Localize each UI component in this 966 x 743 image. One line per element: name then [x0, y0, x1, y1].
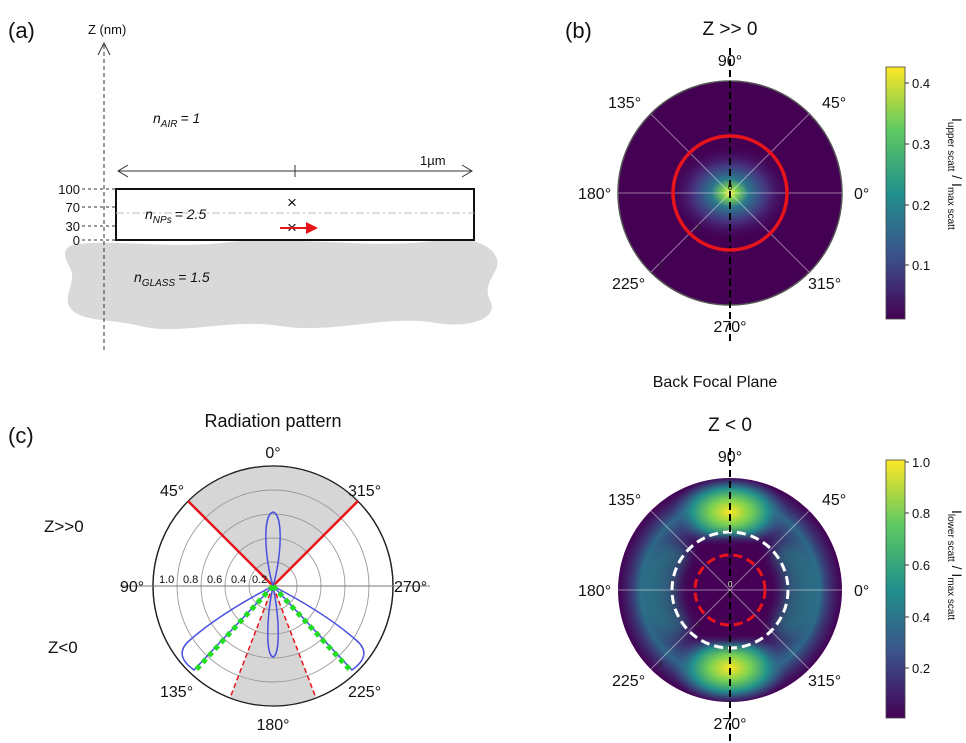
- top-map-title: Z >> 0: [703, 19, 758, 40]
- n-glass-label: nGLASS = 1.5: [134, 269, 210, 289]
- lower-cone-left: [229, 585, 274, 699]
- upper-grey-sector: [188, 465, 358, 586]
- zone-label-top: Z>>0: [44, 517, 84, 536]
- radial-tick: 1.0: [159, 574, 174, 586]
- scale-bar-arrows: [117, 164, 473, 178]
- angle-label: 45°: [160, 483, 184, 500]
- top-inner-tick: 0: [728, 183, 733, 192]
- upper-lobe: [265, 511, 281, 589]
- angle-label: 45°: [822, 95, 846, 112]
- zone-label-bottom: Z<0: [48, 638, 78, 657]
- angle-label: 180°: [578, 583, 611, 600]
- colorbar-tick: 0.8: [912, 506, 930, 521]
- bottom-colorbar-label: Ilower scatt / Imax scatt: [945, 510, 965, 620]
- bottom-inner-tick: 0: [728, 580, 733, 589]
- panel-b: (b) Z >> 0 0 .4 .2 90° 45° 0° 315°: [565, 18, 965, 743]
- radial-tick: 0.4: [231, 574, 246, 586]
- bottom-map-grid: [618, 510, 842, 670]
- colorbar-tick: 0.3: [912, 137, 930, 152]
- radiation-pattern-title: Radiation pattern: [204, 411, 341, 431]
- bottom-map-red-circle: [693, 553, 767, 627]
- top-map-angle-labels: 90° 45° 0° 315° 270° 225° 180° 135°: [578, 53, 869, 336]
- bottom-bfp-map: 0 .4 .2: [618, 448, 842, 743]
- z-tick: 100: [58, 182, 80, 197]
- colorbar-tick: 0.1: [912, 258, 930, 273]
- angle-label: 90°: [718, 53, 742, 70]
- angle-label: 225°: [612, 276, 645, 293]
- lower-lobe: [267, 585, 279, 658]
- angle-label: 315°: [348, 483, 381, 500]
- z-ticks: 100 70 30 0: [58, 182, 116, 248]
- glass-substrate: [65, 239, 498, 330]
- radial-tick: 0.8: [183, 574, 198, 586]
- np-layer: [115, 188, 475, 241]
- angle-label: 0°: [854, 186, 869, 203]
- lower-grey-sector: [230, 586, 316, 706]
- colorbar-tick: 0.2: [912, 661, 930, 676]
- angle-label: 225°: [612, 673, 645, 690]
- bottom-inner-tick: .4: [694, 620, 701, 629]
- angle-label: 315°: [808, 276, 841, 293]
- bottom-map-title: Z < 0: [708, 415, 752, 436]
- upper-cone-left: [187, 500, 274, 587]
- top-colorbar-label: Iupper scatt / Imax scatt: [945, 118, 965, 230]
- z-tick: 0: [73, 233, 80, 248]
- colorbar-tick: 0.6: [912, 558, 930, 573]
- angle-label: 315°: [808, 673, 841, 690]
- top-bfp-map: 0 .4 .2: [617, 48, 843, 342]
- dipole-arrowhead: [306, 222, 318, 234]
- upper-cone-right: [272, 500, 359, 587]
- angle-label: 90°: [718, 449, 742, 466]
- angle-label: 0°: [265, 445, 280, 462]
- top-colorbar: 0.4 0.3 0.2 0.1 Iupper scatt / Imax scat…: [885, 66, 965, 320]
- colorbar-tick: 0.4: [912, 76, 930, 91]
- panel-b-label: (b): [565, 18, 592, 43]
- angle-label: 90°: [120, 579, 144, 596]
- z-tick: 70: [66, 200, 80, 215]
- lower-cone-right: [272, 585, 317, 699]
- colorbar-tick: 0.2: [912, 198, 930, 213]
- angle-label: 135°: [160, 684, 193, 701]
- angle-label: 0°: [854, 583, 869, 600]
- top-map-red-circle: [671, 134, 789, 252]
- green-dotted-left: [192, 584, 275, 674]
- bfp-caption: Back Focal Plane: [653, 374, 778, 391]
- radial-tick: 0.6: [207, 574, 222, 586]
- angle-label: 135°: [608, 95, 641, 112]
- angle-label: 180°: [578, 186, 611, 203]
- bottom-inner-tick: .2: [656, 660, 663, 669]
- angle-label: 270°: [394, 579, 427, 596]
- scale-bar-label: 1µm: [420, 153, 446, 168]
- angle-label: 135°: [608, 492, 641, 509]
- angle-label: 180°: [256, 717, 289, 734]
- angle-label: 225°: [348, 684, 381, 701]
- angle-label: 270°: [713, 716, 746, 733]
- radiation-angle-labels: 0° 315° 270° 225° 180° 135° 90° 45°: [120, 445, 427, 734]
- dipole-position-upper: ×: [287, 193, 297, 212]
- top-inner-tick: .2: [656, 261, 663, 270]
- n-nps-label: nNPs = 2.5: [145, 206, 206, 226]
- radial-tick: 0.2: [252, 574, 267, 586]
- colorbar-tick: 1.0: [912, 455, 930, 470]
- panel-a-label: (a): [8, 18, 35, 43]
- z-axis-arrowhead: [97, 41, 111, 56]
- bottom-colorbar: 1.0 0.8 0.6 0.4 0.2 Ilower scatt / Imax …: [885, 455, 965, 719]
- panel-a: (a) Z (nm) 100 70 30 0 1µm × ×: [8, 18, 498, 352]
- panel-c-label: (c): [8, 423, 34, 448]
- z-axis-label: Z (nm): [88, 22, 126, 37]
- angle-label: 270°: [713, 319, 746, 336]
- n-air-label: nAIR = 1: [153, 110, 200, 130]
- radial-tick-labels: 1.0 0.8 0.6 0.4 0.2: [159, 574, 267, 586]
- critical-angle-lobes: [181, 585, 365, 671]
- top-inner-tick: .4: [694, 223, 701, 232]
- angle-label: 45°: [822, 492, 846, 509]
- z-tick: 30: [66, 219, 80, 234]
- panel-c: (c) Radiation pattern: [8, 411, 430, 734]
- radiation-polar-plot: 1.0 0.8 0.6 0.4 0.2: [120, 465, 430, 707]
- bottom-map-angle-labels: 90° 45° 0° 315° 270° 225° 180° 135°: [578, 449, 869, 733]
- green-dotted-right: [271, 584, 354, 674]
- colorbar-tick: 0.4: [912, 610, 930, 625]
